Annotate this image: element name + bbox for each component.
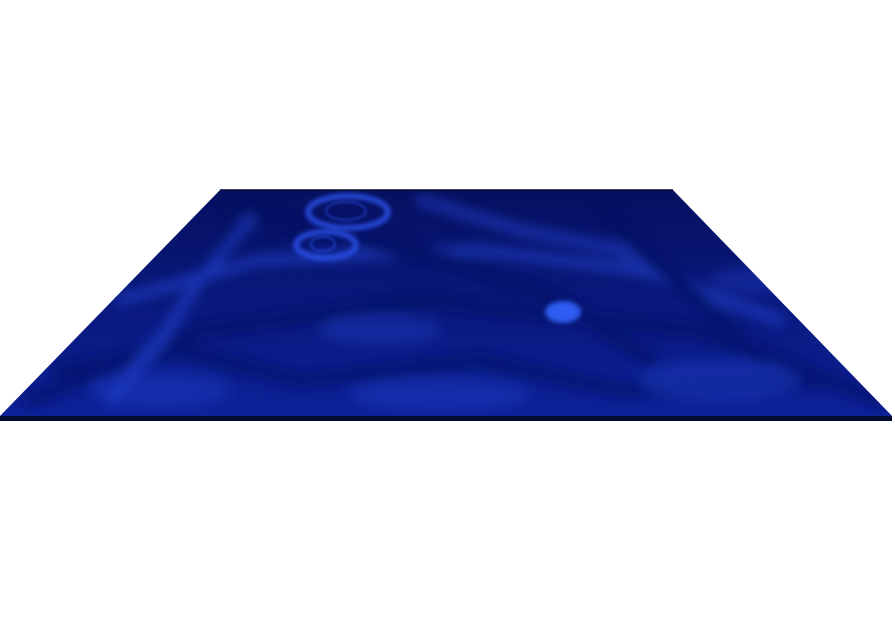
feature-blob — [545, 301, 581, 323]
texture-streak — [105, 215, 255, 405]
feature-ring-upper-inner — [325, 201, 367, 221]
feature-ring-upper-outer — [305, 193, 391, 231]
texture-streak — [592, 192, 768, 368]
terrain-plane-edge — [0, 416, 892, 421]
texture-patch — [640, 360, 800, 400]
texture-patch — [90, 372, 230, 408]
texture-patch — [710, 266, 810, 294]
texture-patch — [350, 379, 530, 411]
texture-patch — [320, 316, 440, 344]
feature-ring-lower-inner — [310, 236, 336, 252]
texture-streak — [222, 202, 658, 368]
feature-ring-lower-outer — [293, 229, 359, 261]
terrain-texture — [22, 192, 888, 411]
